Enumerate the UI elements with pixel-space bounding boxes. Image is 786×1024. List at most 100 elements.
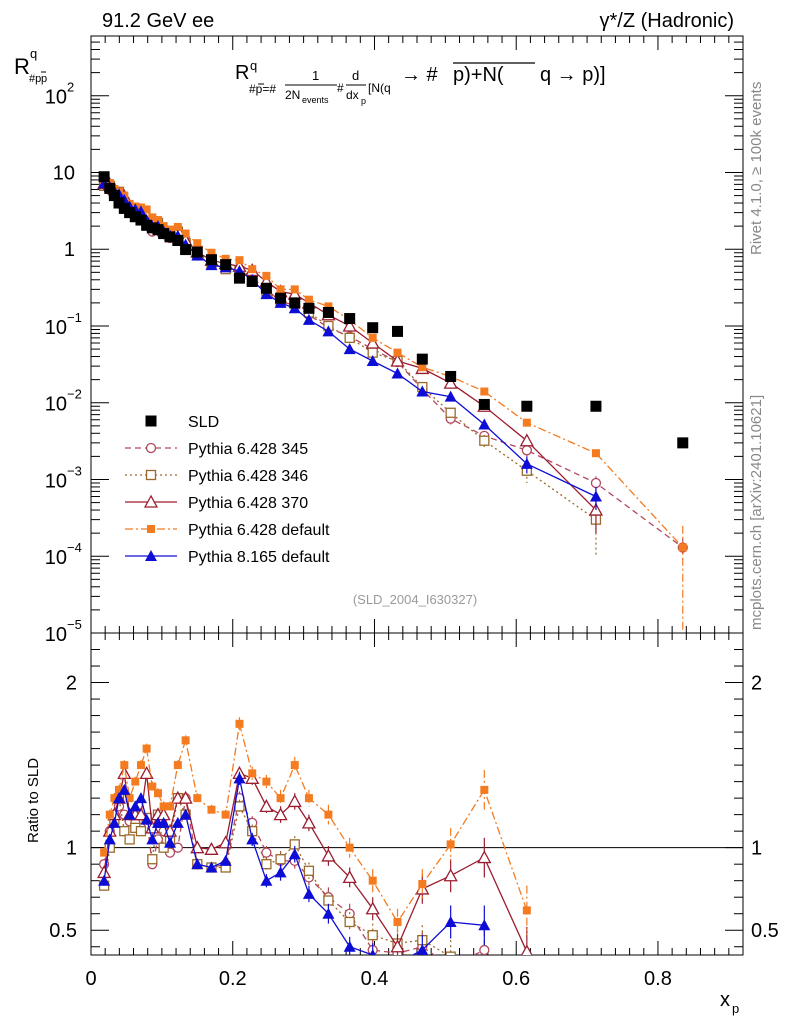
data-point: [98, 171, 110, 183]
data-point: [125, 794, 134, 803]
data-point: [290, 761, 299, 770]
data-point: [141, 219, 153, 231]
series-pythia-6-428-default: [100, 717, 531, 936]
data-point: [147, 854, 158, 865]
svg-text:10: 10: [45, 87, 67, 109]
svg-text:10: 10: [45, 624, 67, 646]
data-point: [478, 398, 490, 410]
legend-label: Pythia 6.428 345: [188, 441, 308, 458]
data-point: [248, 265, 257, 274]
ratio-ytick-label: 1: [66, 838, 77, 860]
data-point: [205, 254, 217, 266]
svg-text:R: R: [235, 62, 249, 84]
data-point: [246, 833, 259, 845]
main-ytick-label: 10 −2: [45, 387, 82, 416]
data-point: [119, 826, 130, 837]
main-formula: R q #p=# 1 2N events # d dx p [N(q → # p…: [235, 58, 606, 106]
svg-text:p: p: [361, 96, 366, 106]
data-point: [124, 834, 135, 845]
data-point: [302, 313, 315, 325]
data-point: [342, 870, 357, 884]
data-point: [173, 222, 182, 231]
data-point: [179, 808, 192, 820]
main-ytick-label: 10: [53, 162, 75, 184]
svg-text:10: 10: [53, 162, 75, 184]
legend-item: Pythia 6.428 345: [125, 441, 308, 458]
data-point: [393, 917, 402, 926]
ratio-ytick-label: 0.5: [49, 920, 77, 942]
xtick-label: 0.4: [361, 968, 389, 990]
data-point: [274, 866, 287, 878]
data-point: [235, 719, 244, 728]
data-point: [180, 244, 192, 256]
svg-text:events: events: [302, 95, 329, 105]
data-point: [590, 400, 602, 412]
data-point: [235, 256, 244, 265]
data-point: [480, 785, 489, 794]
data-point: [443, 375, 458, 389]
data-point: [367, 930, 378, 941]
watermark: (SLD_2004_I630327): [353, 592, 477, 607]
data-point: [103, 833, 116, 845]
data-point: [159, 802, 168, 811]
data-point: [153, 216, 162, 225]
data-point: [304, 794, 313, 803]
data-point: [290, 285, 299, 294]
data-point: [367, 322, 379, 334]
mcplots-label: mcplots.cern.ch [arXiv:2401.10621]: [748, 395, 765, 630]
legend-label: Pythia 6.428 370: [188, 495, 308, 512]
series-sld: [98, 171, 689, 449]
data-point: [678, 543, 687, 552]
data-point: [303, 865, 315, 876]
data-point: [345, 843, 354, 852]
data-point: [262, 271, 271, 280]
legend-item: Pythia 6.428 default: [125, 522, 330, 539]
data-point: [418, 879, 427, 888]
ratio-ytick-label-right: 2: [751, 673, 762, 695]
svg-text:−3: −3: [67, 463, 82, 478]
data-point: [164, 836, 177, 848]
rivet-label: Rivet 4.1.0, ≥ 100k events: [748, 82, 765, 255]
ratio-data: [97, 717, 533, 955]
data-point: [343, 343, 356, 355]
svg-text:1: 1: [312, 68, 319, 83]
ratio-ytick-label: 2: [66, 673, 77, 695]
svg-text:1: 1: [64, 239, 75, 261]
data-point: [104, 182, 116, 194]
data-point: [248, 769, 257, 778]
data-point: [344, 313, 356, 325]
main-y-label: R q #p p: [14, 46, 47, 85]
data-point: [123, 808, 136, 820]
main-ytick-label: 10 −1: [45, 310, 82, 339]
svg-text:10: 10: [45, 394, 67, 416]
svg-text:x: x: [720, 989, 730, 1011]
data-point: [129, 800, 142, 812]
data-point: [324, 810, 333, 819]
data-point: [477, 850, 492, 864]
ratio-y-label: Ratio to SLD: [25, 758, 42, 843]
data-point: [114, 785, 123, 794]
svg-text:−1: −1: [67, 310, 82, 325]
svg-text:→ #: → #: [401, 64, 439, 86]
data-point: [521, 400, 533, 412]
data-point: [158, 228, 170, 240]
data-point: [131, 777, 140, 786]
data-point: [124, 207, 136, 219]
data-point: [322, 325, 335, 337]
svg-text:−4: −4: [67, 540, 82, 555]
legend: SLD Pythia 6.428 345 Pythia 6.428 346 Pythi…: [125, 414, 330, 566]
data-point: [261, 847, 272, 858]
svg-text:#p: #p: [29, 73, 41, 85]
main-data: [97, 171, 689, 633]
data-point: [522, 418, 531, 427]
data-point: [416, 353, 428, 365]
svg-text:q: q: [30, 46, 37, 61]
data-point: [204, 841, 219, 855]
data-point: [146, 833, 159, 845]
legend-item: Pythia 6.428 346: [125, 468, 308, 485]
ratio-axis: 0.5 0.5 1 1 2 2 0 0.2 0.4 0.6 0.8: [49, 633, 779, 990]
data-point: [233, 772, 246, 784]
svg-text:10: 10: [45, 547, 67, 569]
svg-text:#p=#: #p=#: [249, 82, 276, 96]
